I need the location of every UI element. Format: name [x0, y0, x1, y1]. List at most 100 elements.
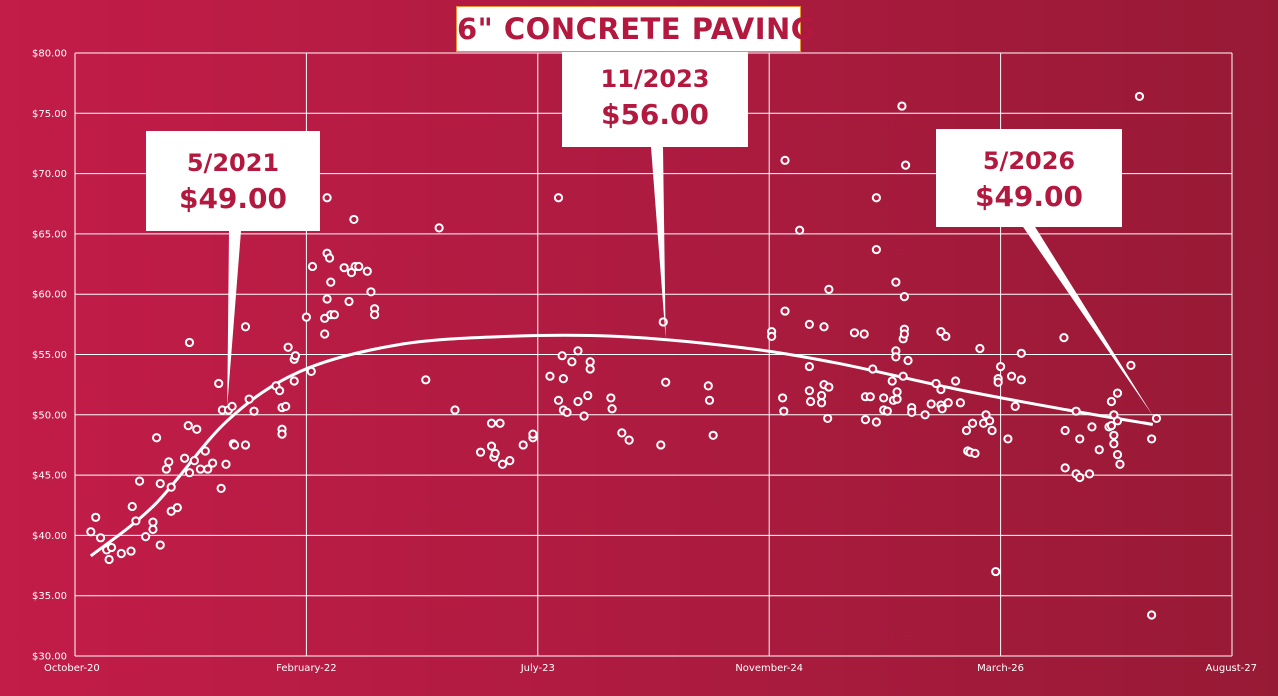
data-point [936, 384, 946, 395]
data-point [868, 364, 878, 374]
data-point [779, 406, 789, 416]
data-point [607, 404, 617, 414]
data-point [289, 376, 299, 386]
callout-date: 11/2023 [601, 65, 710, 93]
data-point [955, 398, 966, 408]
data-point [871, 417, 881, 427]
data-point [899, 329, 909, 339]
data-point [1084, 469, 1095, 479]
data-point [882, 406, 892, 416]
data-point [824, 382, 834, 392]
data-point [1151, 413, 1162, 424]
y-tick-label: $40.00 [32, 531, 67, 542]
data-point [860, 415, 871, 425]
data-point [553, 395, 564, 405]
data-point [1094, 445, 1104, 455]
data-point [897, 101, 907, 111]
y-tick-label: $50.00 [32, 410, 67, 421]
data-point [865, 392, 875, 402]
data-point [617, 428, 627, 438]
data-point [1112, 449, 1123, 460]
data-point [497, 459, 508, 469]
data-point [329, 310, 340, 320]
data-point [1134, 91, 1145, 102]
chart-title: 6" CONCRETE PAVING [456, 6, 815, 52]
data-point [1016, 375, 1026, 385]
callout: 5/2021 $49.00 [146, 131, 320, 406]
data-point [1115, 459, 1125, 469]
data-point [528, 429, 538, 439]
data-point [558, 374, 568, 384]
data-point [1075, 472, 1085, 483]
data-point [985, 416, 995, 426]
data-point [780, 155, 790, 165]
data-point [200, 446, 210, 456]
data-point [324, 253, 335, 263]
data-point [937, 404, 947, 414]
data-point [943, 398, 953, 408]
data-point [585, 364, 595, 374]
x-tick-label: February-22 [276, 663, 336, 674]
grid-lines [74, 52, 1233, 657]
data-point [349, 214, 359, 225]
data-point [795, 225, 805, 235]
data-point [1087, 422, 1097, 432]
data-point [1071, 406, 1081, 416]
data-point [931, 378, 941, 389]
data-point [126, 546, 136, 556]
y-axis-tick-labels: $30.00 $35.00 $40.00 $45.00 $50.00 $55.00 $60.… [32, 49, 67, 663]
data-point [553, 193, 564, 203]
callout: 5/2026 $49.00 [936, 129, 1153, 416]
data-point [322, 294, 332, 304]
data-point [975, 343, 985, 354]
data-point [704, 395, 715, 405]
data-point [892, 394, 902, 404]
data-point [1003, 434, 1013, 444]
data-point [898, 371, 908, 381]
data-point [961, 425, 972, 436]
data-point [562, 407, 572, 417]
data-point [155, 540, 165, 550]
data-point [1060, 463, 1070, 473]
data-point [573, 396, 583, 407]
callout-box [562, 47, 748, 339]
data-point [767, 331, 777, 342]
data-point [229, 440, 240, 450]
data-point [195, 464, 206, 474]
data-point [823, 413, 833, 424]
data-point [192, 424, 202, 434]
data-point [1112, 416, 1123, 426]
y-tick-label: $55.00 [32, 350, 67, 361]
data-point [859, 329, 869, 339]
callouts: 5/2021 $49.00 11/2023 $56.00 5/2026 $49.00 [146, 47, 1153, 416]
data-point [606, 393, 616, 403]
data-point [557, 351, 567, 361]
data-point [421, 375, 431, 385]
data-point [996, 361, 1006, 372]
data-point [901, 160, 911, 170]
y-tick-label: $75.00 [32, 109, 67, 120]
y-tick-label: $60.00 [32, 290, 67, 301]
data-point [275, 386, 285, 396]
data-point [1059, 333, 1069, 343]
data-point [306, 366, 316, 376]
data-point [221, 459, 231, 469]
data-point [1006, 371, 1017, 381]
data-point [322, 193, 332, 203]
callout-box [146, 131, 320, 406]
data-point [91, 512, 101, 522]
callout-price: $56.00 [601, 98, 709, 131]
y-tick-label: $65.00 [32, 229, 67, 240]
data-point [970, 448, 980, 458]
trend-line [89, 333, 1154, 558]
data-point [907, 407, 917, 417]
data-point [661, 377, 671, 387]
data-point [703, 381, 713, 391]
data-point [1147, 434, 1157, 444]
data-point [214, 378, 224, 389]
data-point [656, 440, 666, 450]
data-point [148, 517, 158, 527]
data-point [283, 342, 293, 352]
data-point [366, 287, 376, 297]
data-point [573, 346, 583, 356]
